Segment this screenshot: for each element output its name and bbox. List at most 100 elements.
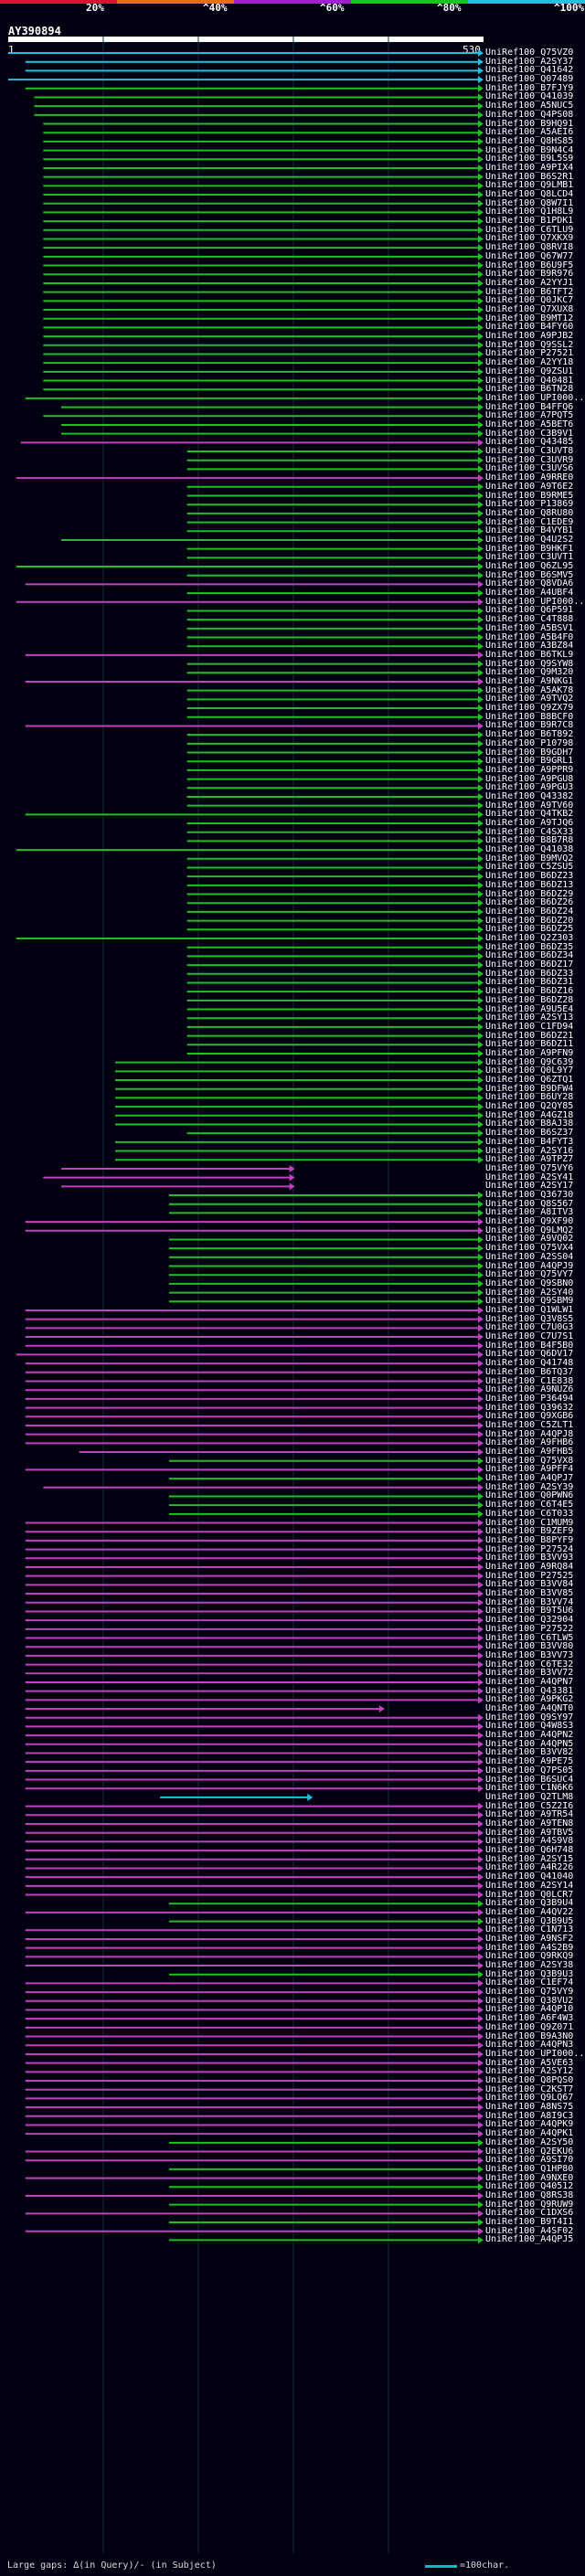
hit-label[interactable]: UniRef100_P27524	[485, 1543, 574, 1554]
hit-label[interactable]: UniRef100_A9U5E4	[485, 1003, 574, 1014]
hit-label[interactable]: UniRef100_B9R976	[485, 269, 574, 280]
hit-label[interactable]: UniRef100_Q2TLM8	[485, 1791, 574, 1802]
hit-label[interactable]: UniRef100_A9TPZ7	[485, 1154, 574, 1165]
hit-label[interactable]: UniRef100_B3VV84	[485, 1579, 574, 1590]
hit-label[interactable]: UniRef100_A9TEN8	[485, 1818, 574, 1829]
hit-label[interactable]: UniRef100_Q8RU80	[485, 507, 574, 518]
hit-label[interactable]: UniRef100_A4S9V8	[485, 1836, 574, 1847]
hit-label[interactable]: UniRef100_Q1HP80	[485, 2163, 574, 2174]
hit-label[interactable]: UniRef100_B6DZ34	[485, 950, 574, 961]
hit-label[interactable]: UniRef100_Q3B9U4	[485, 1898, 574, 1909]
hit-label[interactable]: UniRef100_B6TKL9	[485, 649, 574, 660]
hit-label[interactable]: UniRef100_A7PQT5	[485, 410, 574, 421]
hit-label[interactable]: UniRef100_A6F4W3	[485, 2013, 574, 2024]
hit-label[interactable]: UniRef100_B9A3N0	[485, 2030, 574, 2041]
hit-label[interactable]: UniRef100_A4QPN7	[485, 1676, 574, 1687]
hit-label[interactable]: UniRef100_A4QPK9	[485, 2119, 574, 2130]
hit-label[interactable]: UniRef100_C1MUM9	[485, 1517, 574, 1528]
hit-label[interactable]: UniRef100_Q3V8S5	[485, 1313, 574, 1324]
hit-label[interactable]: UniRef100_A9PGU3	[485, 782, 574, 793]
hit-label[interactable]: UniRef100_C5Z2I6	[485, 1800, 574, 1811]
hit-label[interactable]: UniRef100_A4UBF4	[485, 588, 574, 599]
hit-label[interactable]: UniRef100_A5AK78	[485, 684, 574, 695]
hit-label[interactable]: UniRef100_Q07489	[485, 74, 574, 85]
hit-label[interactable]: UniRef100_Q41748	[485, 1358, 574, 1369]
hit-label[interactable]: UniRef100_A2SY40	[485, 1287, 574, 1298]
hit-label[interactable]: UniRef100_B9L5S9	[485, 154, 574, 164]
hit-label[interactable]: UniRef100_B6DZ24	[485, 906, 574, 917]
hit-label[interactable]: UniRef100_Q9XGB6	[485, 1411, 574, 1422]
hit-label[interactable]: UniRef100_Q9ZX79	[485, 703, 574, 714]
hit-label[interactable]: UniRef100_Q38VU2	[485, 1995, 574, 2006]
hit-label[interactable]: UniRef100_Q9LMQ2	[485, 1224, 574, 1235]
hit-label[interactable]: UniRef100_B4FYT3	[485, 1136, 574, 1147]
hit-label[interactable]: UniRef100_A9RRE0	[485, 472, 574, 483]
hit-label[interactable]: UniRef100_A9PFF4	[485, 1464, 574, 1475]
hit-label[interactable]: UniRef100_B6UY28	[485, 1092, 574, 1103]
hit-label[interactable]: UniRef100_A4QPJ5	[485, 2234, 574, 2245]
hit-label[interactable]: UniRef100_A4QPN2	[485, 1730, 574, 1741]
hit-label[interactable]: UniRef100_B6S2R1	[485, 171, 574, 182]
hit-label[interactable]: UniRef100_A2SY50	[485, 2136, 574, 2147]
hit-label[interactable]: UniRef100_B9T4I1	[485, 2217, 574, 2228]
hit-label[interactable]: UniRef100_C3UVR9	[485, 454, 574, 465]
hit-label[interactable]: UniRef100_Q4W8S3	[485, 1721, 574, 1732]
hit-label[interactable]: UniRef100_Q43485	[485, 437, 574, 448]
hit-label[interactable]: UniRef100_A4QPK1	[485, 2128, 574, 2139]
hit-label[interactable]: UniRef100_Q7XKX9	[485, 233, 574, 244]
hit-label[interactable]: UniRef100_B1PDK1	[485, 216, 574, 227]
hit-label[interactable]: UniRef100_C1N6K6	[485, 1783, 574, 1794]
hit-label[interactable]: UniRef100_A4QPN5	[485, 1738, 574, 1749]
hit-label[interactable]: UniRef100_A5VE63	[485, 2057, 574, 2068]
hit-label[interactable]: UniRef100_C3UVT8	[485, 446, 574, 457]
hit-label[interactable]: UniRef100_C3UVT1	[485, 552, 574, 563]
hit-label[interactable]: UniRef100_P27521	[485, 348, 574, 359]
hit-label[interactable]: UniRef100_A9VQ02	[485, 1234, 574, 1245]
hit-label[interactable]: UniRef100_A2SY13	[485, 1012, 574, 1023]
hit-label[interactable]: UniRef100_B8B7R8	[485, 835, 574, 846]
hit-label[interactable]: UniRef100_Q75VX4	[485, 1243, 574, 1254]
hit-label[interactable]: UniRef100_A2SY17	[485, 1181, 574, 1192]
hit-label[interactable]: UniRef100_Q41039	[485, 91, 574, 102]
hit-label[interactable]: UniRef100_Q9RKQ9	[485, 1951, 574, 1962]
hit-label[interactable]: UniRef100_Q9LMB1	[485, 180, 574, 191]
hit-label[interactable]: UniRef100_Q41642	[485, 65, 574, 76]
hit-label[interactable]: UniRef100_B6DZ31	[485, 977, 574, 988]
hit-label[interactable]: UniRef100_Q75VX8	[485, 1455, 574, 1466]
hit-label[interactable]: UniRef100_Q6ZL95	[485, 561, 574, 572]
hit-label[interactable]: UniRef100_B6SMV5	[485, 569, 574, 580]
hit-label[interactable]: UniRef100_A9TJQ6	[485, 818, 574, 829]
hit-label[interactable]: UniRef100_A8ITV3	[485, 1207, 574, 1218]
hit-label[interactable]: UniRef100_Q9SBM9	[485, 1296, 574, 1307]
hit-label[interactable]: UniRef100_Q8PQS0	[485, 2075, 574, 2085]
hit-label[interactable]: UniRef100_A2SY41	[485, 1171, 574, 1182]
hit-label[interactable]: UniRef100_C6TLU9	[485, 224, 574, 235]
hit-label[interactable]: UniRef100_C5ZLT1	[485, 1419, 574, 1430]
hit-label[interactable]: UniRef100_Q4U2S2	[485, 534, 574, 545]
hit-label[interactable]: UniRef100_Q6P591	[485, 605, 574, 616]
hit-label[interactable]: UniRef100_B9MT12	[485, 313, 574, 323]
hit-label[interactable]: UniRef100_A9PIX4	[485, 162, 574, 173]
hit-label[interactable]: UniRef100_C7U0G3	[485, 1322, 574, 1333]
hit-label[interactable]: UniRef100_A9FHB6	[485, 1437, 574, 1448]
hit-label[interactable]: UniRef100_Q8RS38	[485, 2189, 574, 2200]
hit-label[interactable]: UniRef100_B8BCF0	[485, 711, 574, 722]
hit-label[interactable]: UniRef100_Q6DV17	[485, 1349, 574, 1360]
hit-label[interactable]: UniRef100_A2YY18	[485, 357, 574, 368]
hit-label[interactable]: UniRef100_C3UVS6	[485, 463, 574, 474]
hit-label[interactable]: UniRef100_B6DZ26	[485, 897, 574, 908]
hit-label[interactable]: UniRef100_Q2Z303	[485, 933, 574, 943]
hit-label[interactable]: UniRef100_C1N713	[485, 1924, 574, 1935]
hit-label[interactable]: UniRef100_A9TVQ2	[485, 694, 574, 705]
hit-label[interactable]: UniRef100_Q8LCD4	[485, 189, 574, 200]
hit-label[interactable]: UniRef100_Q75VY6	[485, 1162, 574, 1173]
hit-label[interactable]: UniRef100_C3B9V1	[485, 428, 574, 439]
hit-label[interactable]: UniRef100_Q0PWN6	[485, 1490, 574, 1501]
hit-label[interactable]: UniRef100_Q0L9Y7	[485, 1065, 574, 1076]
hit-label[interactable]: UniRef100_Q9XF90	[485, 1216, 574, 1227]
hit-label[interactable]: UniRef100_Q8RVI8	[485, 242, 574, 253]
hit-label[interactable]: UniRef100_A4S2B9	[485, 1942, 574, 1953]
hit-label[interactable]: UniRef100_Q41038	[485, 844, 574, 855]
hit-label[interactable]: UniRef100_A9PE75	[485, 1756, 574, 1767]
hit-label[interactable]: UniRef100_B6SUC4	[485, 1774, 574, 1785]
